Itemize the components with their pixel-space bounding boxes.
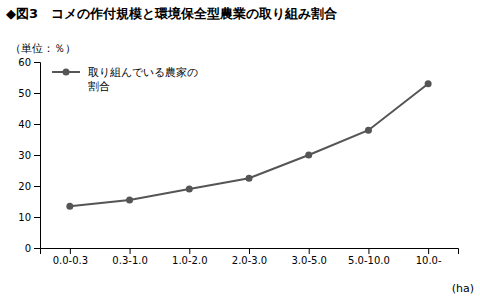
legend-marker: [63, 69, 70, 76]
legend-item: 取り組んでいる農家の割合: [52, 66, 198, 93]
y-tick-mark: [34, 93, 40, 94]
y-tick-label: 10: [18, 212, 31, 223]
x-tick-label: 0.3-1.0: [112, 255, 147, 266]
title: ◆図3 コメの作付規模と環境保全型農業の取り組み割合: [6, 6, 337, 21]
y-tick-mark: [34, 186, 40, 187]
y-tick: 30: [18, 150, 40, 161]
x-tick-mark: [368, 248, 369, 254]
y-tick-mark: [34, 248, 40, 249]
x-tick-mark: [309, 248, 310, 254]
point: [365, 127, 372, 134]
y-tick: 50: [18, 88, 40, 99]
plot: 0.0-0.3 0.3-1.0 1.0-2.0 2.0-3.0 3.0-5.0 5.0-1…: [18, 57, 458, 266]
y-tick: 20: [18, 181, 40, 192]
point: [425, 80, 432, 87]
y-tick: 60: [18, 57, 40, 68]
x-tick-mark: [70, 248, 71, 254]
y-tick-mark: [34, 217, 40, 218]
y-tick-label: 30: [18, 150, 31, 161]
point: [246, 175, 253, 182]
point: [305, 152, 312, 159]
x-tick-mark: [130, 248, 131, 254]
x-tick: 10.0-: [416, 248, 442, 266]
x-tick: 2.0-3.0: [232, 248, 267, 266]
y-axis-line: [34, 63, 41, 249]
x-tick-label: 10.0-: [416, 255, 442, 266]
y-tick-mark: [34, 155, 40, 156]
x-tick: 0.0-0.3: [53, 248, 88, 266]
legend: 取り組んでいる農家の割合: [52, 66, 198, 93]
x-axis: 0.0-0.3 0.3-1.0 1.0-2.0 2.0-3.0 3.0-5.0 5.0-1…: [41, 248, 459, 266]
y-tick: 40: [18, 119, 40, 130]
point: [66, 203, 73, 210]
y-tick-mark: [34, 124, 40, 125]
point: [126, 196, 133, 203]
y-tick-label: 0: [25, 243, 31, 254]
y-tick: 10: [18, 212, 40, 223]
x-tick-mark: [189, 248, 190, 254]
x-tick-label: 1.0-2.0: [172, 255, 207, 266]
x-tick-mark: [428, 248, 429, 254]
x-tick: 3.0-5.0: [292, 248, 327, 266]
y-tick: 0: [25, 243, 40, 254]
x-tick: 0.3-1.0: [112, 248, 147, 266]
y-tick-label: 20: [18, 181, 31, 192]
x-tick-label: 5.0-10.0: [348, 255, 390, 266]
y-axis: 0 10 20 30 40 50 60: [18, 57, 40, 254]
legend-label: 取り組んでいる農家の割合: [88, 66, 198, 93]
x-tick: 5.0-10.0: [348, 248, 390, 266]
point: [186, 186, 193, 193]
x-axis-line: [41, 249, 459, 255]
y-tick-label: 40: [18, 119, 31, 130]
y-tick-label: 50: [18, 88, 31, 99]
x-axis-label: (ha): [452, 282, 474, 295]
x-tick-label: 0.0-0.3: [53, 255, 88, 266]
y-tick-mark: [34, 62, 40, 63]
chart: ◆図3 コメの作付規模と環境保全型農業の取り組み割合 0.0-0.3 0.3-1.0…: [0, 0, 480, 300]
y-axis-label: （単位：％）: [10, 42, 76, 55]
x-tick: 1.0-2.0: [172, 248, 207, 266]
x-tick-mark: [249, 248, 250, 254]
series-line: [70, 84, 428, 206]
x-tick-label: 2.0-3.0: [232, 255, 267, 266]
marks: [66, 80, 431, 209]
y-tick-label: 60: [18, 57, 31, 68]
x-tick-label: 3.0-5.0: [292, 255, 327, 266]
